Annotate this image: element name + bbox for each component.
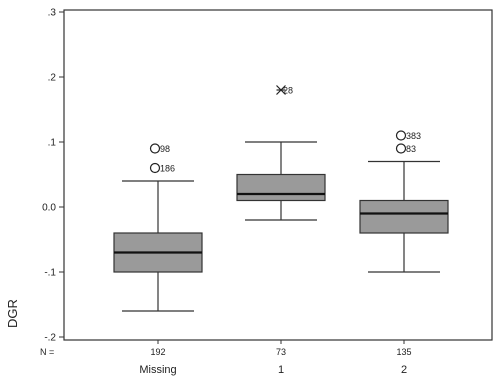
y-tick-label: .3 (48, 8, 57, 19)
outlier-label: 28 (283, 86, 293, 96)
outlier-label: 186 (160, 164, 175, 174)
n-count-label: 192 (150, 347, 165, 357)
outlier-label: 383 (406, 131, 421, 141)
category-label: 1 (278, 364, 284, 376)
outlier-circle (395, 143, 407, 154)
n-prefix-label: N = (40, 347, 54, 357)
y-tick-label: 0.0 (42, 203, 56, 214)
x-axis: 192 Missing 73 1 135 2 (139, 340, 412, 376)
n-count-label: 73 (276, 347, 286, 357)
outlier-star (276, 85, 286, 95)
box-iqr (236, 173, 326, 202)
outlier-circle (395, 130, 407, 141)
box-iqr (359, 199, 449, 234)
category-label: Missing (139, 364, 176, 376)
outlier-label: 83 (406, 144, 416, 154)
y-tick-label: .1 (48, 138, 57, 149)
y-axis-title: DGR (5, 299, 20, 328)
y-tick-label: .2 (48, 73, 57, 84)
category-label: 2 (401, 364, 407, 376)
outlier-circle (149, 143, 161, 154)
plot-frame (63, 9, 493, 341)
y-tick-label: -.2 (44, 333, 56, 344)
box-group-1: 28 (236, 85, 326, 221)
y-tick-label: -.1 (44, 268, 56, 279)
y-axis: .3 .2 .1 0.0 -.1 -.2 (42, 8, 64, 344)
n-count-label: 135 (396, 347, 411, 357)
outlier-circle (149, 162, 161, 174)
outlier-label: 98 (160, 144, 170, 154)
box-group-missing: 98 186 (113, 143, 203, 312)
